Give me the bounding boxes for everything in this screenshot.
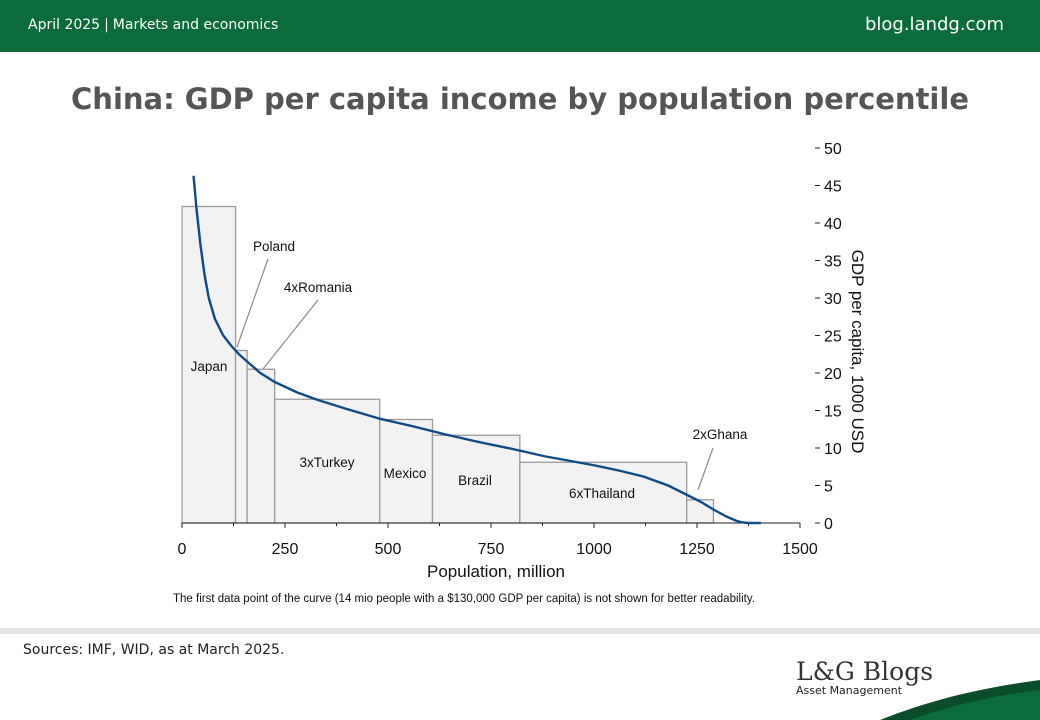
- brand-swoosh-graphic: [880, 680, 1040, 720]
- y-tick-label-9: 45: [824, 179, 842, 196]
- x-tick-label-3: 750: [478, 541, 505, 558]
- y-tick-label-4: 20: [824, 366, 842, 383]
- country-label-6: 6xThailand: [569, 486, 635, 501]
- chart-area: Japan Poland 4xRomania 3xTurkey Mexico Brazil…: [178, 141, 867, 581]
- country-bar-2: [246, 368, 276, 524]
- chart-footnote: The first data point of the curve (14 mi…: [173, 593, 755, 605]
- leader-line-1: [236, 258, 269, 348]
- country-bar-1: [234, 349, 248, 524]
- country-label-4: Mexico: [384, 466, 427, 481]
- x-tick-label-0: 0: [178, 541, 187, 558]
- logo-wordmark: L&G Blogs: [796, 657, 934, 686]
- chart-title: China: GDP per capita income by populati…: [71, 82, 969, 116]
- y-axis-label: GDP per capita, 1000 USD: [848, 250, 867, 454]
- x-tick-label-2: 500: [375, 541, 402, 558]
- y-tick-label-1: 5: [824, 479, 833, 496]
- y-tick-label-0: 0: [824, 516, 833, 533]
- header-category[interactable]: Markets and economics: [112, 17, 279, 33]
- header-meta: April 2025 | Markets and economics: [28, 17, 278, 33]
- y-tick-label-2: 10: [824, 441, 842, 458]
- y-tick-label-5: 25: [824, 329, 842, 346]
- x-tick-label-1: 250: [272, 541, 299, 558]
- leader-line-2: [262, 299, 319, 370]
- country-bar-3: [274, 398, 381, 524]
- country-label-3: 3xTurkey: [299, 455, 354, 470]
- country-bar-7: [686, 499, 715, 524]
- top-banner: April 2025 | Markets and economics blog.la…: [0, 0, 1040, 52]
- leader-line-7: [697, 447, 714, 491]
- x-tick-label-4: 1000: [576, 541, 612, 558]
- site-link[interactable]: blog.landg.com: [864, 14, 1004, 35]
- sources-note: Sources: IMF, WID, as at March 2025.: [23, 642, 285, 658]
- country-label-7: 2xGhana: [693, 427, 748, 442]
- country-bar-4: [379, 418, 434, 524]
- country-label-2: 4xRomania: [284, 280, 353, 295]
- y-tick-label-3: 15: [824, 404, 842, 421]
- y-tick-label-8: 40: [824, 216, 842, 233]
- x-tick-label-6: 1500: [782, 541, 818, 558]
- country-bar-0: [181, 205, 237, 524]
- x-tick-label-5: 1250: [679, 541, 715, 558]
- brand-logo: L&G Blogs Asset Management: [796, 657, 933, 697]
- header-separator: |: [104, 17, 109, 33]
- x-axis-label: Population, million: [427, 562, 565, 581]
- country-label-5: Brazil: [458, 473, 492, 488]
- country-bar-5: [431, 434, 521, 524]
- y-tick-label-7: 35: [824, 254, 842, 271]
- logo-subtitle: Asset Management: [796, 684, 903, 697]
- header-date: April 2025: [28, 17, 101, 33]
- y-tick-label-6: 30: [824, 291, 842, 308]
- y-tick-label-10: 50: [824, 141, 842, 158]
- country-label-1: Poland: [253, 239, 295, 254]
- footer-divider: [0, 628, 1040, 634]
- country-label-0: Japan: [191, 359, 228, 374]
- china-gdp-curve: [192, 175, 761, 525]
